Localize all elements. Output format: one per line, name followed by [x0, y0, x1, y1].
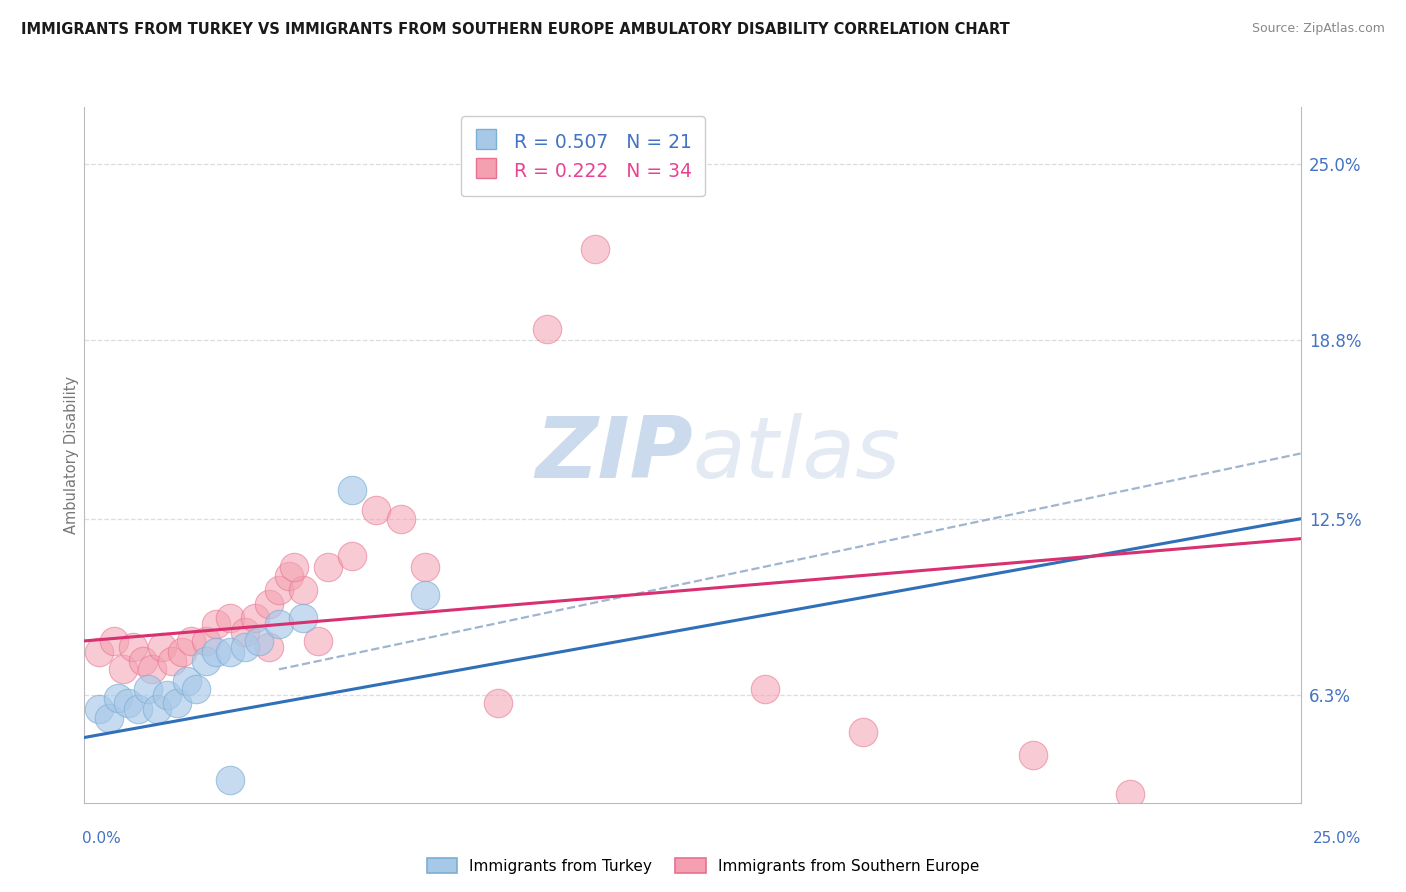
Point	[413, 589, 436, 603]
Point	[150, 640, 173, 654]
Point	[127, 702, 149, 716]
Point	[180, 634, 202, 648]
Point	[536, 321, 558, 335]
Point	[132, 654, 155, 668]
Point	[117, 697, 139, 711]
Point	[307, 634, 329, 648]
Point	[292, 582, 315, 597]
Point	[257, 640, 280, 654]
Point	[233, 625, 256, 640]
Point	[340, 483, 363, 498]
Point	[267, 616, 290, 631]
Point	[204, 645, 226, 659]
Point	[413, 560, 436, 574]
Text: 0.0%: 0.0%	[82, 831, 121, 846]
Point	[486, 697, 509, 711]
Point	[103, 634, 125, 648]
Legend: R = 0.507   N = 21, R = 0.222   N = 34: R = 0.507 N = 21, R = 0.222 N = 34	[461, 117, 704, 196]
Point	[257, 597, 280, 611]
Point	[219, 611, 242, 625]
Text: atlas: atlas	[693, 413, 900, 497]
Point	[267, 582, 290, 597]
Point	[292, 611, 315, 625]
Point	[219, 773, 242, 788]
Point	[204, 616, 226, 631]
Point	[186, 682, 208, 697]
Point	[146, 702, 169, 716]
Point	[233, 640, 256, 654]
Point	[170, 645, 193, 659]
Legend: Immigrants from Turkey, Immigrants from Southern Europe: Immigrants from Turkey, Immigrants from …	[420, 852, 986, 880]
Text: Source: ZipAtlas.com: Source: ZipAtlas.com	[1251, 22, 1385, 36]
Point	[754, 682, 776, 697]
Point	[852, 724, 875, 739]
Point	[87, 645, 110, 659]
Point	[277, 568, 299, 582]
Point	[366, 503, 388, 517]
Point	[122, 640, 145, 654]
Point	[283, 560, 305, 574]
Point	[340, 549, 363, 563]
Point	[249, 634, 271, 648]
Point	[97, 710, 120, 724]
Text: 25.0%: 25.0%	[1313, 831, 1361, 846]
Point	[112, 662, 135, 676]
Text: IMMIGRANTS FROM TURKEY VS IMMIGRANTS FROM SOUTHERN EUROPE AMBULATORY DISABILITY : IMMIGRANTS FROM TURKEY VS IMMIGRANTS FRO…	[21, 22, 1010, 37]
Point	[160, 654, 183, 668]
Point	[389, 512, 412, 526]
Text: ZIP: ZIP	[534, 413, 693, 497]
Point	[107, 690, 129, 705]
Point	[166, 697, 188, 711]
Point	[156, 688, 179, 702]
Point	[316, 560, 339, 574]
Point	[583, 242, 606, 256]
Point	[176, 673, 198, 688]
Point	[195, 634, 218, 648]
Point	[1022, 747, 1045, 762]
Point	[141, 662, 163, 676]
Point	[1119, 787, 1142, 801]
Point	[87, 702, 110, 716]
Point	[243, 611, 266, 625]
Point	[195, 654, 218, 668]
Point	[136, 682, 159, 697]
Point	[219, 645, 242, 659]
Y-axis label: Ambulatory Disability: Ambulatory Disability	[63, 376, 79, 534]
